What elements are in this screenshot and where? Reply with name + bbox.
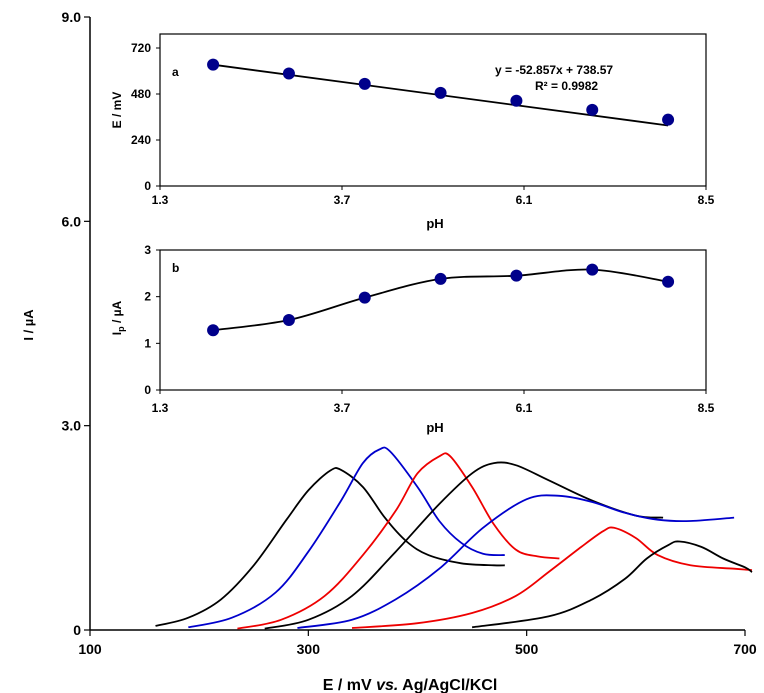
- inset-a-point: [662, 113, 675, 126]
- main-x-tick-label: 100: [78, 641, 102, 657]
- inset-a-x-tick-label: 6.1: [516, 193, 533, 207]
- inset-b-panel-label: b: [172, 261, 179, 275]
- main-x-tick-label: 700: [733, 641, 757, 657]
- inset-b-point: [207, 324, 220, 337]
- inset-b-point: [282, 314, 295, 326]
- main-y-tick-label: 9.0: [62, 9, 82, 25]
- voltammogram-4: [264, 461, 664, 630]
- main-plot: 100 300 500 700 03.06.09.0 I / µA E / mV vs…: [21, 9, 757, 693]
- inset-a-point: [586, 103, 599, 116]
- inset-a-x-tick-label: 3.7: [334, 193, 351, 207]
- inset-b-x-axis-label: pH: [426, 420, 443, 435]
- main-y-tick-label: 0: [73, 622, 81, 638]
- inset-b-frame: [159, 249, 707, 391]
- inset-b: 1.3 3.7 6.1 8.5 0 1 2 3 b Ip / µA pH: [110, 243, 715, 435]
- inset-a-y-tick-label: 0: [144, 179, 151, 193]
- voltammogram-5: [297, 494, 735, 629]
- inset-a-y-tick-label: 240: [131, 133, 151, 147]
- inset-b-point: [358, 291, 371, 304]
- inset-b-y-tick-label: 2: [144, 290, 151, 304]
- main-y-tick-label: 3.0: [62, 418, 82, 434]
- inset-a-y-tick-label: 720: [131, 41, 151, 55]
- inset-b-x-tick-label: 1.3: [152, 401, 169, 415]
- inset-b-x-tick-label: 8.5: [698, 401, 715, 415]
- inset-b-point: [510, 269, 523, 282]
- inset-a-frame: [159, 33, 707, 187]
- inset-a-x-axis-label: pH: [426, 216, 443, 231]
- inset-a-point: [358, 77, 371, 90]
- inset-b-y-axis-label: Ip / µA: [110, 300, 126, 335]
- inset-b-y-tick-label: 3: [144, 243, 151, 257]
- voltammogram-6: [351, 526, 753, 629]
- main-x-axis-label: E / mV vs. Ag/AgCl/KCl: [323, 677, 498, 693]
- inset-b-y-tick-label: 0: [144, 383, 151, 397]
- inset-b-point: [662, 275, 675, 288]
- inset-a-panel-label: a: [172, 65, 179, 79]
- inset-a-point: [207, 58, 220, 71]
- voltammogram-7: [471, 540, 753, 629]
- inset-b-point: [586, 263, 599, 276]
- inset-b-x-tick-label: 3.7: [334, 401, 351, 415]
- inset-a-y-axis-label: E / mV: [110, 92, 124, 129]
- inset-a-x-tick-label: 8.5: [698, 193, 715, 207]
- inset-b-x-tick-label: 6.1: [516, 401, 533, 415]
- main-y-tick-label: 6.0: [62, 213, 82, 229]
- voltammogram-3: [237, 452, 560, 630]
- inset-a-y-tick-label: 480: [131, 87, 151, 101]
- main-x-tick-label: 300: [297, 641, 321, 657]
- inset-a: 1.3 3.7 6.1 8.5 0 240 480 720 a y = -52.857x +…: [110, 33, 715, 231]
- main-x-tick-label: 500: [515, 641, 539, 657]
- voltammogram-2: [188, 446, 505, 629]
- inset-a-point: [510, 94, 523, 107]
- inset-b-y-tick-label: 1: [144, 336, 151, 350]
- inset-a-point: [434, 86, 447, 99]
- inset-a-x-tick-label: 1.3: [152, 193, 169, 207]
- inset-a-point: [282, 67, 295, 80]
- inset-a-r-squared: R² = 0.9982: [535, 79, 598, 93]
- inset-a-equation: y = -52.857x + 738.57: [495, 63, 613, 77]
- inset-b-point: [434, 272, 447, 285]
- main-y-axis-label: I / µA: [21, 309, 36, 341]
- voltammogram-1: [155, 467, 505, 627]
